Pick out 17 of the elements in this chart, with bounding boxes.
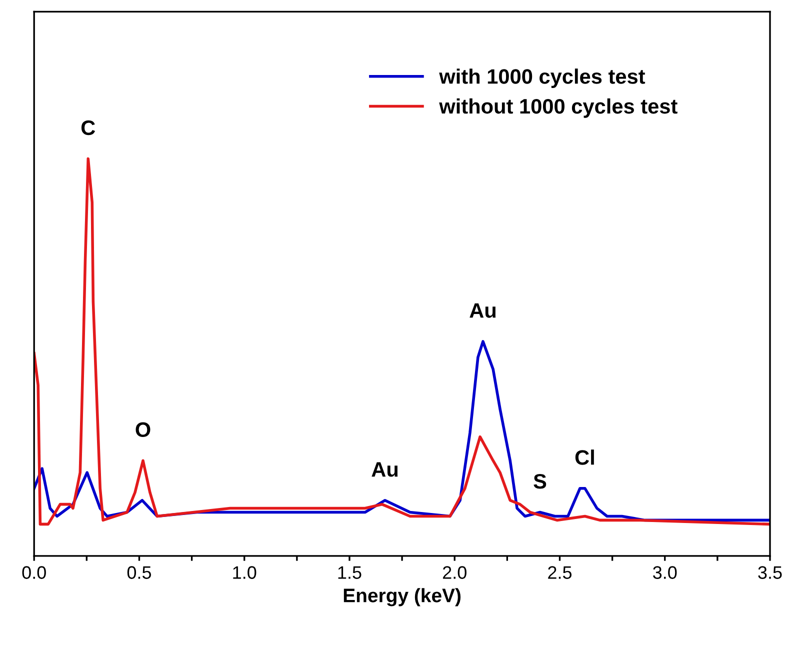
annotation: C <box>81 120 96 136</box>
x-tick-label: 3.0 <box>653 566 677 579</box>
annotation: O <box>136 422 150 438</box>
annotation: S <box>534 474 546 489</box>
annotation: Au <box>470 303 496 318</box>
annotation: Cl <box>575 450 594 465</box>
x-tick-label: 0.5 <box>127 566 152 579</box>
x-tick-label: 2.0 <box>442 566 466 579</box>
x-tick-label: 2.5 <box>548 566 572 579</box>
x-tick-label: 0.0 <box>22 566 46 579</box>
legend-label: without 1000 cycles test <box>439 98 678 118</box>
legend-label: with 1000 cycles test <box>439 68 646 88</box>
annotation: Au <box>372 462 398 477</box>
x-tick-label: 1.5 <box>338 566 362 579</box>
x-axis-title: Energy (keV) <box>344 588 461 606</box>
x-tick-label: 1.0 <box>233 566 256 579</box>
x-tick-label: 3.5 <box>758 566 782 579</box>
